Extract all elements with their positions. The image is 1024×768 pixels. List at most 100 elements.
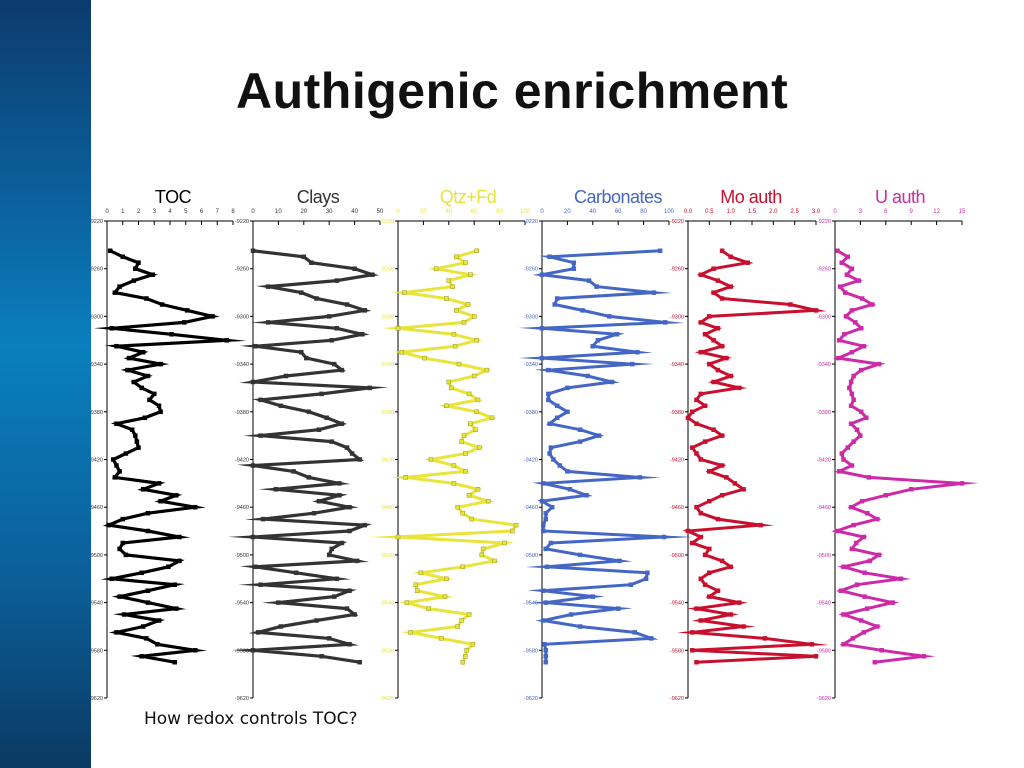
data-point: [707, 469, 712, 474]
data-point: [210, 314, 215, 319]
x-tick-label: 10: [275, 209, 282, 215]
data-point: [890, 600, 895, 605]
data-point: [844, 272, 850, 277]
data-point: [109, 576, 114, 582]
x-tick-label: 0: [396, 209, 400, 215]
data-point: [698, 391, 704, 397]
data-point: [278, 624, 284, 629]
data-point: [539, 326, 545, 331]
data-point: [698, 272, 704, 277]
data-point: [732, 481, 738, 486]
chart-title: Clays: [297, 187, 340, 207]
y-tick-label: -9380: [670, 410, 684, 416]
data-point: [125, 367, 130, 373]
data-point: [547, 451, 552, 456]
data-point: [470, 642, 476, 647]
data-point: [741, 624, 746, 629]
data-point: [134, 439, 140, 444]
data-point: [861, 630, 867, 635]
data-point: [617, 558, 622, 564]
data-point: [571, 266, 577, 271]
data-point: [838, 588, 844, 593]
y-tick-label: -9380: [524, 410, 538, 416]
y-tick-label: -9460: [235, 505, 249, 511]
data-point: [139, 654, 144, 659]
data-point: [875, 624, 880, 629]
data-point: [463, 260, 468, 265]
data-point: [702, 552, 708, 558]
chart-title: Mo auth: [720, 187, 782, 207]
data-point: [543, 546, 549, 552]
data-point: [546, 397, 551, 403]
data-point: [477, 445, 482, 450]
y-tick-label: -9260: [670, 267, 684, 273]
data-point: [460, 564, 466, 570]
y-tick-label: -9340: [670, 362, 684, 368]
data-point: [314, 296, 319, 301]
data-point: [694, 504, 699, 510]
data-point: [702, 582, 708, 587]
data-point: [339, 367, 345, 373]
data-point: [836, 338, 842, 343]
data-point: [648, 636, 654, 641]
data-point: [629, 361, 635, 367]
data-point: [181, 320, 187, 325]
data-point: [454, 254, 459, 260]
data-point: [707, 314, 712, 319]
data-point: [117, 594, 122, 599]
y-tick-label: -9580: [235, 648, 249, 654]
data-point: [542, 642, 547, 647]
y-tick-label: -9420: [380, 458, 394, 464]
x-tick-label: 40: [351, 209, 358, 215]
data-point: [883, 493, 889, 498]
data-point: [510, 528, 515, 534]
data-point: [120, 254, 126, 260]
data-point: [719, 343, 725, 349]
data-point: [156, 618, 162, 623]
data-point: [114, 630, 119, 635]
data-point: [117, 469, 122, 474]
data-point: [565, 385, 570, 391]
y-tick-label: -9580: [89, 648, 103, 654]
data-point: [455, 624, 460, 629]
data-point: [577, 624, 583, 629]
data-point: [136, 260, 141, 265]
data-point: [698, 349, 704, 355]
data-point: [607, 314, 612, 319]
data-point: [250, 248, 256, 254]
data-point: [314, 618, 319, 623]
data-point: [845, 445, 850, 450]
data-point: [359, 332, 365, 337]
data-point: [543, 510, 549, 516]
data-point: [155, 642, 160, 647]
y-tick-label: -9260: [817, 267, 831, 273]
data-point: [354, 558, 360, 564]
y-tick-label: -9500: [380, 553, 394, 559]
data-point: [395, 326, 401, 331]
data-point: [698, 576, 704, 582]
data-point: [858, 326, 864, 331]
data-point: [120, 516, 126, 522]
data-point: [404, 600, 410, 605]
data-point: [324, 415, 329, 421]
data-point: [122, 612, 127, 617]
data-point: [152, 391, 157, 397]
y-tick-label: -9300: [524, 314, 538, 320]
data-point: [841, 564, 846, 570]
y-tick-label: -9380: [380, 410, 394, 416]
data-point: [112, 475, 118, 480]
data-point: [694, 397, 699, 403]
data-point: [762, 636, 768, 641]
data-point: [344, 606, 350, 611]
data-point: [250, 463, 256, 468]
data-point: [707, 498, 712, 504]
data-point: [841, 457, 846, 462]
y-tick-label: -9620: [524, 696, 538, 702]
data-point: [690, 630, 695, 635]
data-point: [685, 528, 691, 534]
data-point: [554, 403, 560, 409]
data-point: [451, 481, 457, 486]
data-point: [473, 427, 478, 432]
slide-side-bar: [0, 0, 91, 768]
data-point: [185, 308, 190, 313]
